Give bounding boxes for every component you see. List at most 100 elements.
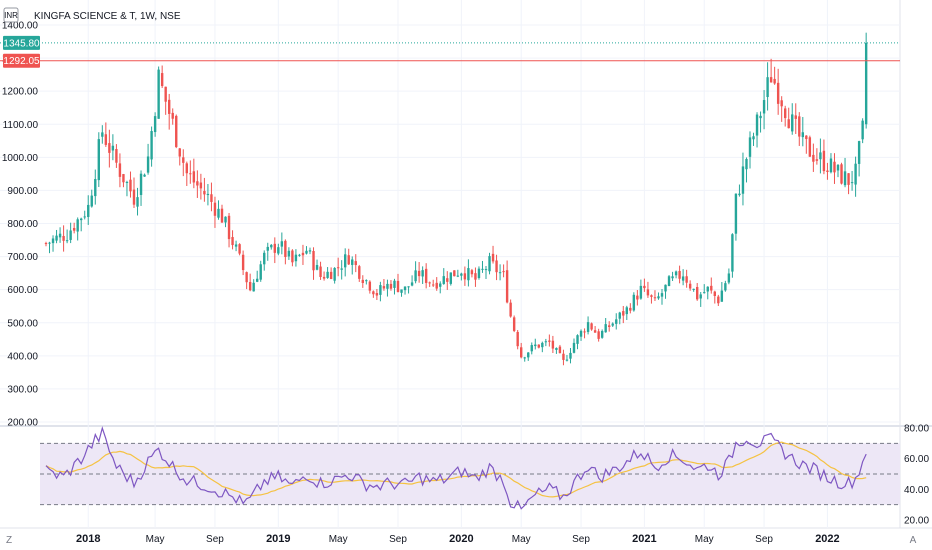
price-tick-label: 900.00 (7, 186, 38, 197)
candle-body (263, 252, 266, 265)
grid (0, 0, 900, 528)
candle-body (65, 240, 69, 242)
candle-body (118, 163, 122, 177)
time-tick-label: May (329, 534, 348, 545)
candle-body (625, 307, 628, 315)
candle-body (562, 353, 565, 360)
candle-body (791, 114, 794, 132)
candle-body (333, 267, 336, 281)
candle-body (400, 289, 403, 293)
time-tick-label: 2020 (449, 533, 473, 545)
price-tick-label: 1000.00 (2, 153, 39, 164)
candle-body (301, 252, 305, 256)
time-axis: 2018 May Sep 2019 May Sep 2020 May Sep 2021 May Sep… (76, 533, 840, 545)
candle-body (784, 108, 787, 119)
candle-body (822, 150, 826, 172)
candle-body (178, 148, 181, 157)
candle-body (685, 276, 688, 283)
candle-body (632, 294, 636, 311)
candle-body (502, 271, 505, 273)
candle-body (801, 132, 804, 138)
candle-body (618, 312, 621, 319)
candle-body (122, 174, 125, 183)
candle-body (590, 323, 593, 330)
candle-body (541, 342, 544, 348)
candle-body (558, 346, 562, 354)
candle-body (467, 268, 470, 281)
candle-body (551, 340, 555, 349)
candle-body (622, 311, 625, 316)
candle-body (87, 204, 90, 217)
candle-body (773, 78, 776, 84)
candle-body (720, 290, 724, 302)
candle-body (329, 271, 333, 280)
candle-body (696, 287, 699, 300)
time-tick-label: Sep (572, 534, 590, 545)
candle-body (586, 322, 590, 332)
candle-body (477, 268, 481, 279)
candle-body (829, 158, 833, 173)
last-price-label: 1345.80 (3, 35, 40, 50)
candle-body (850, 182, 854, 184)
candle-body (731, 234, 734, 272)
candle-body (449, 272, 452, 284)
candle-body (393, 280, 396, 288)
candle-body (305, 250, 308, 254)
time-zoom-button[interactable]: Z (6, 535, 12, 546)
candle-body (421, 270, 424, 277)
candle-body (555, 347, 558, 350)
candle-body (189, 173, 192, 175)
candle-body (608, 325, 611, 327)
candle-body (101, 132, 104, 137)
candle-body (706, 286, 709, 292)
rsi-tick-label: 20.00 (904, 516, 929, 527)
candle-body (111, 145, 115, 151)
candle-body (312, 250, 315, 271)
candle-body (787, 119, 790, 129)
candle-body (481, 268, 484, 270)
candle-body (537, 344, 540, 348)
candle-body (819, 152, 822, 160)
candle-body (432, 284, 435, 286)
candle-body (703, 292, 706, 294)
price-tick-label: 1200.00 (2, 87, 39, 98)
candle-body (90, 195, 93, 207)
time-tick-label: 2022 (815, 533, 839, 545)
candle-body (266, 246, 269, 251)
candle-body (664, 284, 667, 292)
candle-body (97, 139, 100, 181)
candle-body (710, 285, 713, 291)
candle-body (62, 235, 65, 241)
candle-body (280, 241, 284, 247)
candle-body (460, 273, 463, 276)
candle-body (780, 100, 783, 107)
candle-body (386, 283, 389, 289)
candle-body (615, 319, 618, 324)
candle-body (713, 291, 716, 296)
candle-body (646, 289, 650, 296)
rsi-tick-label: 80.00 (904, 424, 929, 435)
hline-price-label: 1292.05 (3, 53, 40, 68)
candle-body (439, 283, 442, 287)
candle-body (657, 296, 660, 299)
candle-body (498, 272, 502, 274)
candle-body (653, 297, 657, 299)
candle-body (291, 250, 294, 263)
candle-body (115, 149, 118, 163)
candle-body (192, 171, 196, 183)
candle-body (234, 244, 238, 247)
candle-body (840, 164, 843, 184)
candle-body (410, 282, 414, 286)
candle-body (717, 296, 720, 304)
candle-body (344, 254, 347, 268)
candle-body (794, 115, 797, 119)
candle-body (403, 286, 407, 291)
auto-scale-button[interactable]: A (910, 535, 917, 546)
candle-body (351, 259, 354, 265)
candle-body (196, 181, 199, 186)
candle-body (428, 282, 431, 284)
candle-body (678, 270, 681, 279)
chart-title: KINGFA SCIENCE & T, 1W, NSE (34, 11, 181, 22)
candle-body (805, 135, 808, 140)
